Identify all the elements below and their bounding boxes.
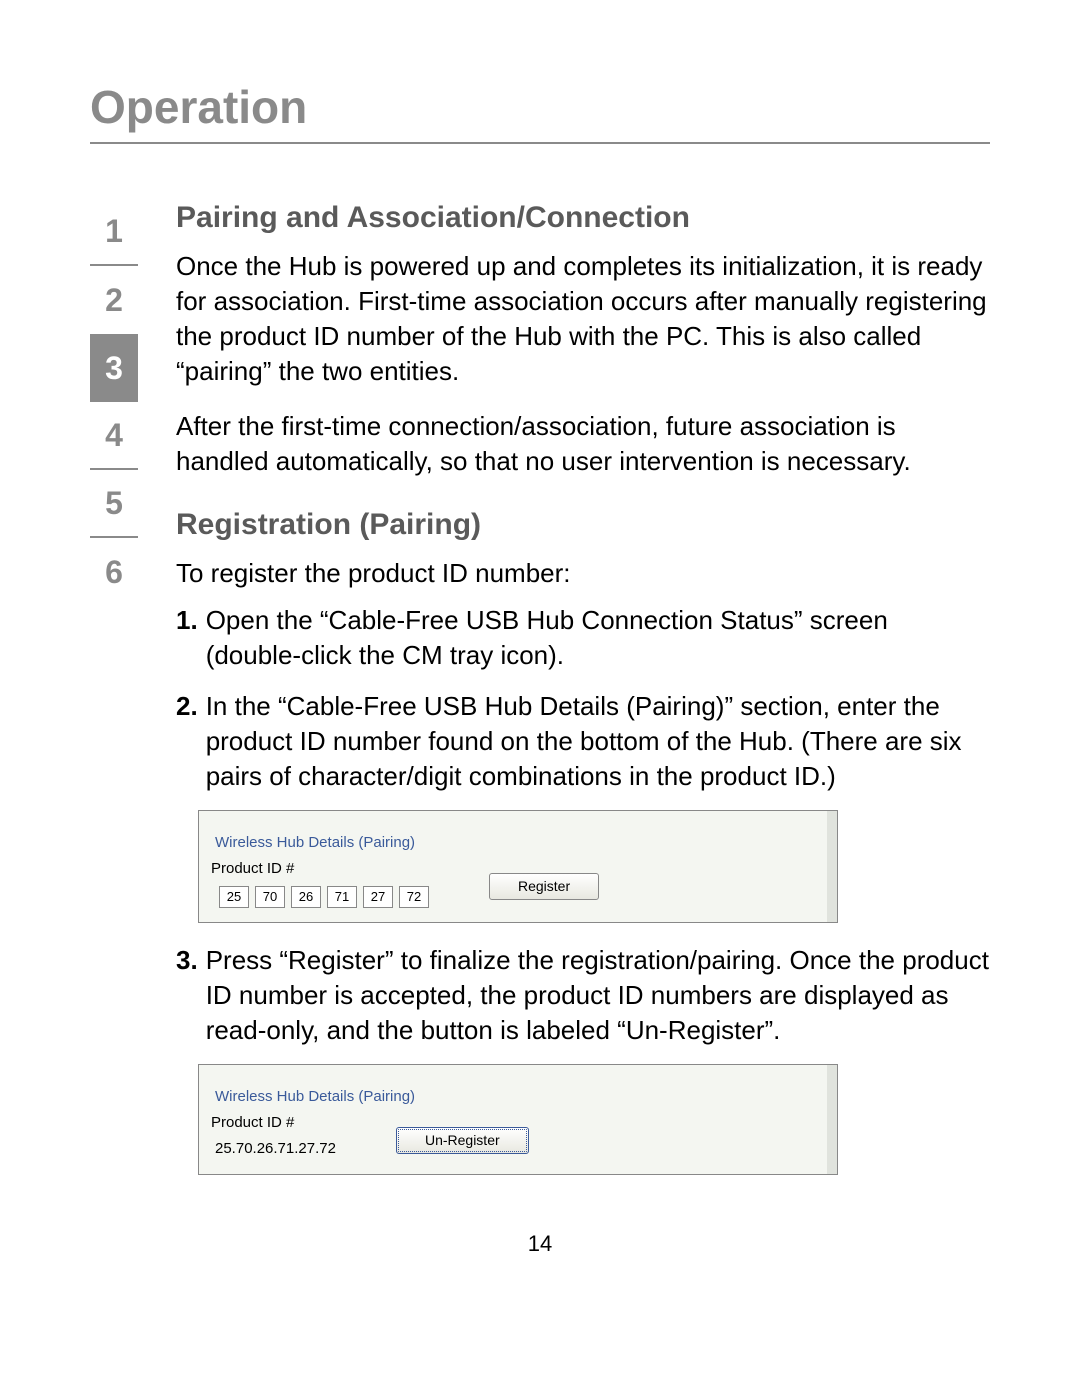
scrollbar-stripe [827,811,837,922]
nav-item-4[interactable]: 4 [90,402,138,470]
step-3-text: Press “Register” to finalize the registr… [206,943,990,1048]
nav-item-1[interactable]: 1 [90,198,138,266]
step-3: 3. Press “Register” to finalize the regi… [176,943,990,1048]
page-title: Operation [90,80,990,144]
step-2-text: In the “Cable-Free USB Hub Details (Pair… [206,689,990,794]
main-content: Pairing and Association/Connection Once … [176,198,990,1195]
register-button[interactable]: Register [489,873,599,900]
product-id-label-2: Product ID # [211,1113,336,1133]
nav-item-3[interactable]: 3 [90,334,138,402]
product-id-label-1: Product ID # [211,859,429,879]
unregister-button[interactable]: Un-Register [396,1127,529,1154]
step-1: 1. Open the “Cable-Free USB Hub Connecti… [176,603,990,673]
nav-item-5[interactable]: 5 [90,470,138,538]
section-nav: 1 2 3 4 5 6 [90,198,140,1195]
pid-box-2[interactable]: 70 [255,886,285,908]
heading-pairing: Pairing and Association/Connection [176,198,990,239]
step-1-text: Open the “Cable-Free USB Hub Connection … [206,603,990,673]
step-2-num: 2. [176,689,198,794]
step-2: 2. In the “Cable-Free USB Hub Details (P… [176,689,990,794]
pid-box-1[interactable]: 25 [219,886,249,908]
nav-item-2[interactable]: 2 [90,266,138,334]
fieldset-legend-2: Wireless Hub Details (Pairing) [211,1087,419,1107]
scrollbar-stripe-2 [827,1065,837,1174]
pid-box-5[interactable]: 27 [363,886,393,908]
fieldset-legend-1: Wireless Hub Details (Pairing) [211,833,419,853]
registration-intro: To register the product ID number: [176,556,990,591]
screenshot-register: Wireless Hub Details (Pairing) Product I… [198,810,838,923]
pid-box-4[interactable]: 71 [327,886,357,908]
heading-registration: Registration (Pairing) [176,505,990,546]
para-intro-1: Once the Hub is powered up and completes… [176,249,990,389]
step-3-num: 3. [176,943,198,1048]
pid-box-3[interactable]: 26 [291,886,321,908]
step-1-num: 1. [176,603,198,673]
screenshot-unregister: Wireless Hub Details (Pairing) Product I… [198,1064,838,1175]
product-id-inputs: 25 70 26 71 27 72 [219,886,429,908]
nav-item-6[interactable]: 6 [90,538,138,606]
page-number: 14 [90,1231,990,1257]
para-intro-2: After the first-time connection/associat… [176,409,990,479]
product-id-readonly: 25.70.26.71.27.72 [215,1139,336,1159]
pid-box-6[interactable]: 72 [399,886,429,908]
